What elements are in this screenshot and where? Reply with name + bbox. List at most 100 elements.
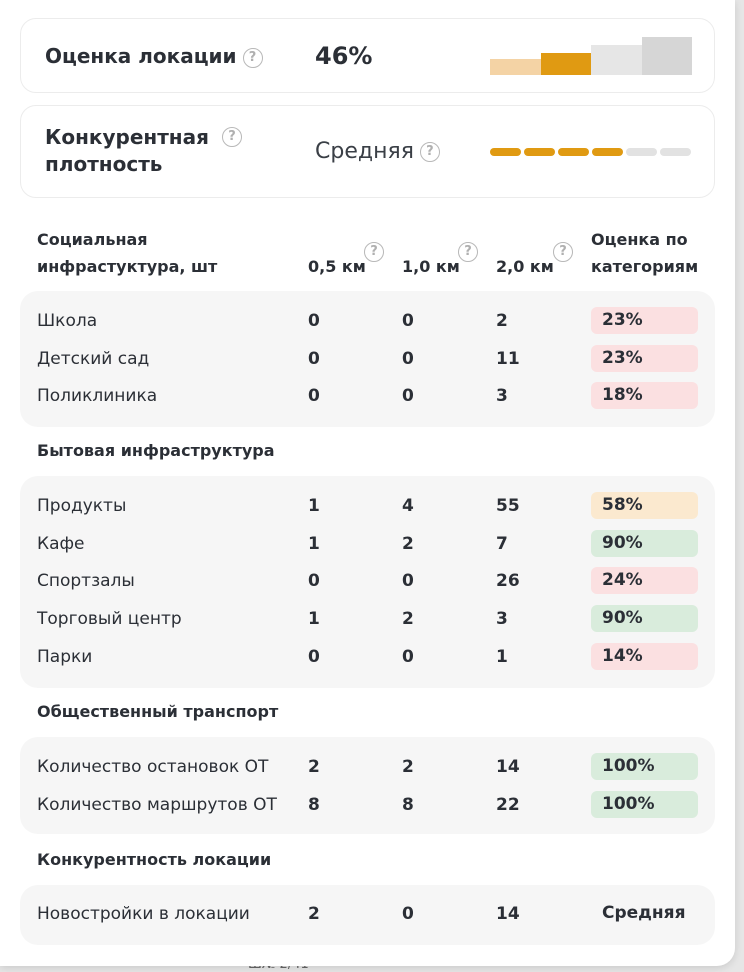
- table-row: Торговый центр 1 2 3 90%: [20, 603, 715, 637]
- value-10km: 0: [402, 904, 414, 924]
- row-name: Новостройки в локации: [37, 904, 250, 924]
- value-20km: 2: [496, 311, 508, 331]
- row-name: Школа: [37, 311, 98, 331]
- table-row: Детский сад 0 0 11 23%: [20, 343, 715, 377]
- density-segment: [558, 148, 589, 156]
- value-05km: 1: [308, 533, 320, 554]
- value-10km: 0: [402, 348, 414, 369]
- value-20km: 3: [496, 386, 508, 407]
- value-20km: 14: [496, 757, 520, 777]
- public-transport-group: Количество остановок ОТ 2 2 14 100% Количеств…: [20, 737, 715, 834]
- col-05km-help-icon[interactable]: ?: [364, 242, 384, 262]
- category-score-badge: 18%: [591, 382, 698, 410]
- density-segment: [490, 148, 521, 156]
- competitive-density-value-wrap: Средняя?: [315, 139, 440, 164]
- category-score-badge: 90%: [591, 529, 698, 557]
- row-name: Детский сад: [37, 348, 150, 369]
- value-05km: 2: [308, 757, 320, 777]
- social-infrastructure-group: Школа 0 0 2 23% Детский сад 0 0 11 23% Поликлиника…: [20, 291, 715, 427]
- location-score-help-icon[interactable]: ?: [242, 47, 263, 68]
- value-20km: 22: [496, 794, 520, 815]
- location-score-card: Оценка локации? 46%: [20, 18, 715, 93]
- table-row: Количество маршрутов ОТ 8 8 22 100%: [20, 789, 715, 823]
- social-infrastructure-header: Социальная инфрастуктура, шт: [37, 230, 218, 276]
- table-row: Парки 0 0 1 14%: [20, 641, 715, 675]
- location-competition-group: Новостройки в локации 2 0 14 Средняя: [20, 885, 715, 945]
- value-05km: 0: [308, 386, 320, 407]
- row-name: Парки: [37, 646, 93, 667]
- score-bar-2: [540, 53, 591, 75]
- category-score-badge: 14%: [591, 642, 698, 670]
- value-05km: 0: [308, 571, 320, 592]
- table-row: Количество остановок ОТ 2 2 14 100%: [20, 751, 715, 785]
- value-05km: 8: [308, 794, 320, 815]
- value-05km: 1: [308, 496, 320, 516]
- value-20km: 11: [496, 348, 520, 369]
- value-10km: 0: [402, 646, 414, 667]
- category-score-badge: 100%: [591, 790, 698, 818]
- col-10km-help-icon[interactable]: ?: [458, 242, 478, 262]
- transport-section-title: Общественный транспорт: [37, 702, 279, 721]
- value-20km: 26: [496, 571, 520, 592]
- col-header-05km: 0,5 км: [308, 257, 366, 276]
- table-row: Школа 0 0 2 23%: [20, 305, 715, 339]
- col-header-20km: 2,0 км: [496, 257, 554, 276]
- category-score-badge: Средняя: [602, 903, 686, 923]
- household-section-title: Бытовая инфраструктура: [37, 441, 275, 460]
- value-10km: 2: [402, 533, 414, 554]
- competitive-density-value-help-icon[interactable]: ?: [419, 142, 440, 162]
- location-score-title: Оценка локации?: [45, 43, 263, 70]
- value-05km: 0: [308, 348, 320, 369]
- density-segment: [660, 148, 691, 156]
- location-score-bars: [490, 36, 692, 75]
- location-score-label: Оценка локации: [45, 44, 237, 68]
- density-segment: [524, 148, 555, 156]
- category-score-badge: 24%: [591, 567, 698, 595]
- score-bar-4: [641, 37, 692, 75]
- table-row: Спортзалы 0 0 26 24%: [20, 565, 715, 599]
- value-05km: 2: [308, 904, 320, 924]
- category-score-badge: 23%: [591, 344, 698, 372]
- household-infrastructure-group: Продукты 1 4 55 58% Кафе 1 2 7 90% Спортзалы 0 0 26 24…: [20, 476, 715, 688]
- value-20km: 1: [496, 646, 508, 667]
- row-name: Продукты: [37, 496, 127, 516]
- category-score-badge: 23%: [591, 307, 698, 334]
- value-10km: 8: [402, 794, 414, 815]
- value-20km: 3: [496, 609, 508, 630]
- category-score-badge: 100%: [591, 753, 698, 780]
- value-20km: 7: [496, 533, 508, 554]
- col-header-10km: 1,0 км: [402, 257, 460, 276]
- col-header-score: Оценка по категориям: [591, 230, 699, 276]
- table-row: Кафе 1 2 7 90%: [20, 528, 715, 562]
- competitive-density-card: Конкурентная плотность ? Средняя?: [20, 105, 715, 198]
- value-05km: 0: [308, 646, 320, 667]
- value-10km: 4: [402, 496, 414, 516]
- value-20km: 14: [496, 904, 520, 924]
- value-05km: 0: [308, 311, 320, 331]
- row-name: Кафе: [37, 533, 85, 554]
- density-segment: [592, 148, 623, 156]
- score-bar-3: [591, 45, 642, 75]
- value-10km: 2: [402, 609, 414, 630]
- competitive-density-help-icon[interactable]: ?: [222, 127, 242, 147]
- category-score-badge: 58%: [591, 492, 698, 519]
- row-name: Спортзалы: [37, 571, 135, 592]
- category-score-badge: 90%: [591, 605, 698, 633]
- row-name: Торговый центр: [37, 609, 182, 630]
- table-row: Новостройки в локации 2 0 14 Средняя: [20, 898, 715, 932]
- value-05km: 1: [308, 609, 320, 630]
- row-name: Количество остановок ОТ: [37, 757, 269, 777]
- value-20km: 55: [496, 496, 520, 516]
- row-name: Поликлиника: [37, 386, 158, 407]
- density-segment: [626, 148, 657, 156]
- table-row: Продукты 1 4 55 58%: [20, 490, 715, 524]
- competitive-density-value: Средняя: [315, 139, 414, 164]
- competitive-density-title: Конкурентная плотность: [45, 125, 209, 176]
- value-10km: 0: [402, 386, 414, 407]
- competition-section-title: Конкурентность локации: [37, 850, 272, 869]
- location-score-value: 46%: [315, 42, 373, 70]
- score-bar-1: [490, 59, 541, 75]
- row-name: Количество маршрутов ОТ: [37, 794, 277, 815]
- col-20km-help-icon[interactable]: ?: [553, 242, 573, 262]
